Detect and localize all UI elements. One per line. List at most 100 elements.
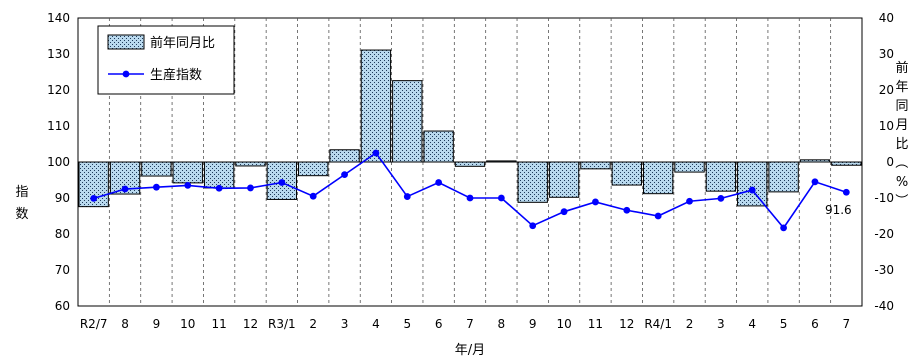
right-axis-title-char: （: [893, 155, 908, 168]
index-point: [811, 178, 819, 186]
data-label: 91.6: [825, 203, 852, 217]
index-point: [592, 198, 599, 206]
right-tick-label: -20: [874, 227, 894, 241]
bar: [454, 161, 486, 167]
legend-bar-label: 前年同月比: [150, 35, 215, 51]
index-point: [748, 186, 756, 194]
right-tick-label: -10: [874, 191, 894, 205]
x-tick-label: 7: [842, 317, 850, 331]
x-tick-label: 6: [435, 317, 443, 331]
bar: [548, 161, 580, 198]
bar: [737, 161, 768, 207]
right-tick-label: 40: [879, 11, 894, 25]
index-point: [247, 184, 254, 192]
x-tick-label: R2/7: [80, 317, 108, 331]
plot-area: 60 70 80 90 100 110 120 130 140 -40 -30 -20 -10 0 10 20…: [15, 11, 908, 358]
index-point: [184, 182, 192, 189]
x-tick-label: 5: [403, 317, 411, 331]
index-point: [153, 183, 160, 191]
x-tick-label: 8: [498, 317, 506, 331]
right-axis-title-char: 月: [895, 118, 908, 133]
left-tick-label: 140: [47, 11, 70, 25]
index-point: [717, 194, 725, 202]
right-tick-label: 30: [879, 47, 894, 61]
bar: [768, 161, 799, 193]
bar: [235, 161, 266, 167]
x-axis-title: 年/月: [455, 343, 485, 358]
x-tick-label: 5: [780, 317, 788, 331]
x-tick-label: 3: [341, 317, 349, 331]
bar: [611, 161, 642, 186]
right-tick-label: 20: [879, 83, 894, 97]
x-tick-label: 2: [686, 317, 694, 331]
x-tick-label: 7: [466, 317, 474, 331]
index-point: [341, 171, 348, 179]
index-point: [278, 179, 286, 186]
x-tick-label: 11: [211, 317, 226, 331]
x-tick-label: 10: [556, 317, 571, 331]
x-tick-label: 11: [588, 317, 603, 331]
index-point: [780, 224, 787, 232]
right-tick-label: -40: [874, 299, 894, 313]
bar: [360, 49, 392, 163]
index-point: [497, 194, 505, 202]
bar: [642, 161, 674, 195]
bar: [141, 161, 172, 177]
left-tick-label: 60: [55, 299, 70, 313]
left-tick-label: 130: [47, 47, 70, 61]
index-point: [435, 179, 443, 186]
legend-line-label: 生産指数: [150, 67, 202, 83]
bar: [674, 161, 705, 173]
index-point: [623, 206, 631, 214]
x-tick-label: 12: [619, 317, 634, 331]
index-point: [121, 185, 129, 193]
right-tick-label: -30: [874, 263, 894, 277]
index-point: [403, 193, 411, 200]
x-tick-label: 10: [180, 317, 195, 331]
bar: [329, 149, 360, 163]
x-tick-label: 4: [372, 317, 380, 331]
left-axis-title-char: 指: [15, 185, 28, 200]
index-point: [372, 149, 380, 157]
bar: [705, 161, 737, 192]
index-point: [560, 208, 568, 216]
index-point: [466, 194, 474, 202]
x-tick-label: 4: [748, 317, 756, 331]
bar: [423, 130, 454, 163]
left-tick-label: 100: [47, 155, 70, 169]
index-point: [309, 192, 317, 200]
index-point: [654, 212, 662, 220]
left-tick-label: 110: [47, 119, 70, 133]
x-tick-label: 9: [529, 317, 537, 331]
legend-bar-swatch: [107, 34, 145, 50]
x-tick-label: 3: [717, 317, 725, 331]
right-axis-title-char: 同: [895, 99, 908, 114]
x-tick-label: R3/1: [268, 317, 296, 331]
index-point: [215, 184, 223, 192]
right-axis-title-char: 前: [895, 60, 908, 76]
bar: [517, 161, 548, 203]
index-point: [529, 222, 537, 230]
x-tick-label: 8: [121, 317, 129, 331]
right-tick-label: 10: [879, 119, 894, 133]
bar: [392, 80, 423, 163]
left-tick-label: 120: [47, 83, 70, 97]
index-point: [842, 188, 850, 196]
x-tick-label: 12: [243, 317, 258, 331]
index-point: [686, 197, 693, 205]
right-axis-title-char: 比: [895, 137, 908, 152]
left-axis-title-char: 数: [15, 207, 28, 222]
x-tick-label: 9: [153, 317, 161, 331]
left-tick-label: 90: [55, 191, 70, 205]
right-axis-title-char: 年: [895, 80, 908, 95]
index-point: [90, 194, 98, 202]
bar: [298, 161, 329, 177]
x-tick-label: R4/1: [644, 317, 672, 331]
bar: [203, 161, 235, 189]
right-axis-title-char: ）: [893, 193, 908, 206]
right-tick-label: 0: [886, 155, 894, 169]
bar: [172, 161, 203, 184]
right-axis-title-char: %: [896, 175, 908, 190]
left-tick-label: 70: [55, 263, 70, 277]
